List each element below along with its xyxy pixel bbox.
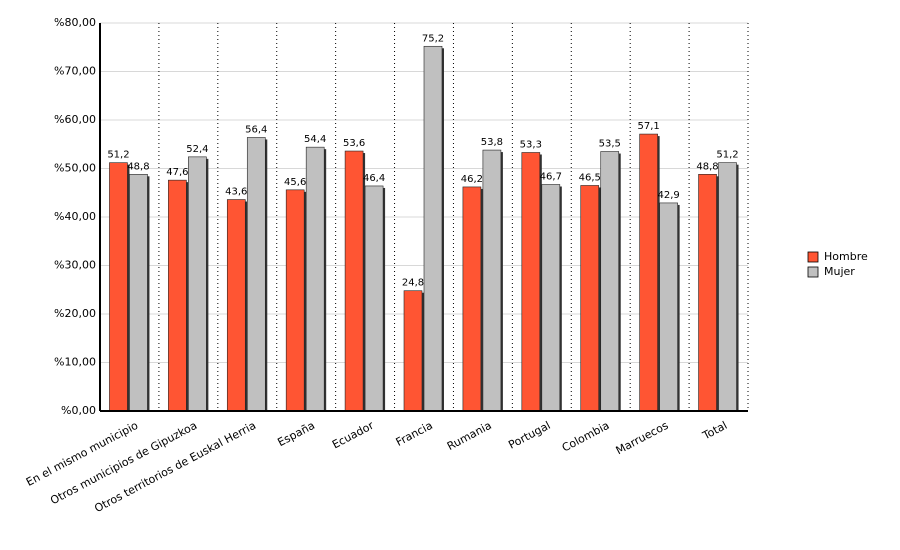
bar bbox=[305, 146, 325, 412]
bar bbox=[403, 290, 423, 412]
legend-label: Hombre bbox=[824, 250, 868, 263]
y-tick-label: %80,00 bbox=[54, 16, 96, 29]
x-tick-label: Rumania bbox=[445, 419, 494, 453]
value-label: 57,1 bbox=[638, 121, 660, 132]
value-label: 53,8 bbox=[481, 137, 503, 148]
y-tick-label: %0,00 bbox=[61, 404, 96, 417]
bar bbox=[129, 174, 148, 412]
value-label: 45,6 bbox=[284, 177, 306, 188]
bar bbox=[698, 174, 717, 412]
legend-swatch bbox=[807, 266, 819, 278]
bar bbox=[580, 185, 600, 412]
value-label: 48,8 bbox=[696, 161, 718, 172]
value-label: 42,9 bbox=[658, 190, 680, 201]
bar bbox=[246, 137, 266, 412]
y-tick-label: %40,00 bbox=[54, 210, 96, 223]
value-label: 54,4 bbox=[304, 134, 326, 145]
bar bbox=[188, 156, 207, 412]
legend-label: Mujer bbox=[824, 265, 855, 278]
x-tick-label: Portugal bbox=[506, 419, 552, 452]
y-tick-label: %60,00 bbox=[54, 113, 96, 126]
y-tick-label: %50,00 bbox=[54, 162, 96, 175]
bar bbox=[109, 162, 128, 412]
value-label: 46,2 bbox=[461, 174, 483, 185]
x-tick-label: Marruecos bbox=[614, 419, 671, 458]
bar bbox=[344, 150, 364, 412]
y-tick-label: %20,00 bbox=[54, 307, 96, 320]
bar bbox=[718, 162, 737, 412]
value-label: 24,8 bbox=[402, 278, 424, 289]
bar bbox=[600, 151, 620, 412]
x-tick-label: Ecuador bbox=[330, 419, 376, 452]
bar bbox=[364, 185, 384, 412]
value-label: 51,2 bbox=[107, 150, 129, 161]
y-tick-label: %10,00 bbox=[54, 356, 96, 369]
bar bbox=[639, 133, 658, 412]
value-label: 48,8 bbox=[127, 161, 149, 172]
value-label: 51,2 bbox=[716, 150, 738, 161]
value-label: 46,5 bbox=[579, 172, 601, 183]
value-label: 47,6 bbox=[166, 167, 188, 178]
value-label: 53,3 bbox=[520, 139, 542, 150]
bar bbox=[168, 179, 187, 412]
value-label: 56,4 bbox=[245, 124, 267, 135]
bar bbox=[659, 202, 678, 412]
bar bbox=[423, 45, 443, 412]
bar bbox=[226, 199, 246, 412]
bar bbox=[482, 149, 502, 412]
x-tick-label: Colombia bbox=[560, 419, 612, 455]
value-label: 46,4 bbox=[363, 173, 385, 184]
bar bbox=[541, 184, 561, 412]
bar bbox=[462, 186, 482, 412]
value-label: 53,5 bbox=[599, 139, 621, 150]
value-label: 75,2 bbox=[422, 33, 444, 44]
bar bbox=[521, 152, 541, 412]
value-label: 46,7 bbox=[540, 172, 562, 183]
x-tick-label: España bbox=[275, 419, 317, 449]
x-tick-label: Francia bbox=[394, 419, 435, 449]
value-label: 43,6 bbox=[225, 187, 247, 198]
y-tick-label: %30,00 bbox=[54, 259, 96, 272]
bar bbox=[285, 189, 305, 412]
y-tick-label: %70,00 bbox=[54, 65, 96, 78]
value-label: 52,4 bbox=[186, 144, 208, 155]
value-label: 53,6 bbox=[343, 138, 365, 149]
x-tick-label: Total bbox=[700, 419, 730, 443]
legend-swatch bbox=[807, 251, 819, 263]
